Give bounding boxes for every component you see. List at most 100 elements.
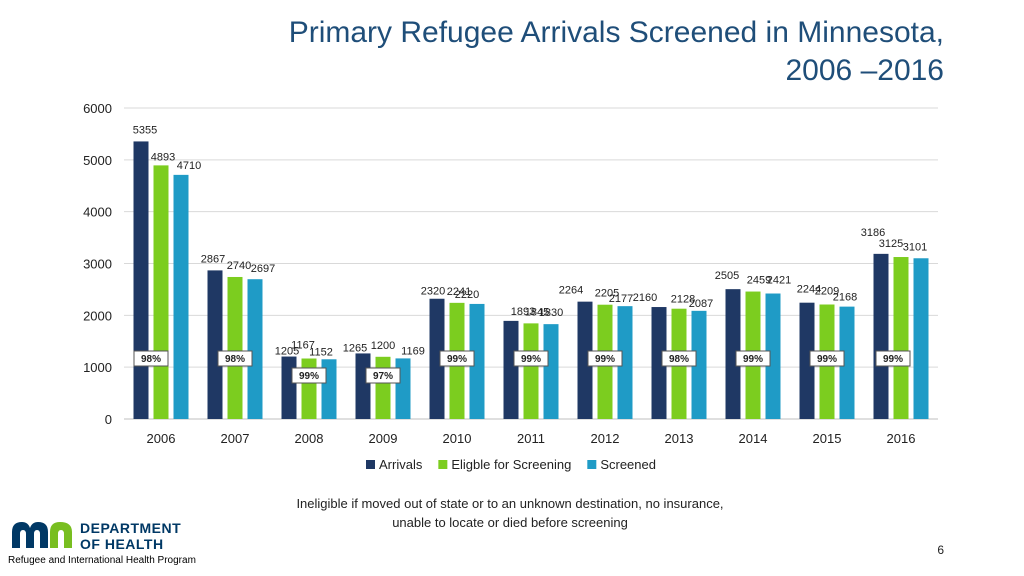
bar-value-label: 1169: [401, 345, 425, 357]
percent-screened-label: 98%: [141, 354, 161, 365]
bar-arrivals: [577, 301, 593, 419]
bar-screened: [765, 293, 781, 419]
bar-value-label: 2087: [689, 298, 713, 310]
percent-screened-box: [133, 350, 169, 367]
mn-logo-icon: [12, 522, 72, 548]
slide-title-line-2: 2006 –2016: [785, 54, 945, 87]
bar-value-label: 1205: [275, 346, 299, 358]
bar-arrivals: [725, 289, 741, 419]
bar-arrivals: [281, 356, 297, 419]
bar-screened: [469, 303, 485, 419]
legend-swatch: [587, 460, 597, 469]
percent-screened-label: 99%: [883, 354, 903, 365]
percent-screened-box: [875, 350, 911, 367]
bar-value-label: 1893: [511, 306, 535, 318]
x-tick-label: 2010: [443, 431, 472, 446]
bar-arrivals: [355, 353, 371, 419]
logo-line-1: DEPARTMENT: [80, 520, 182, 536]
percent-screened-label: 99%: [743, 354, 763, 365]
legend-label: Arrivals: [379, 457, 423, 472]
bar-value-label: 2697: [251, 263, 275, 275]
legend-label: Screened: [600, 457, 656, 472]
bar-arrivals: [133, 141, 149, 419]
percent-screened-box: [513, 350, 549, 367]
percent-screened-label: 99%: [521, 354, 541, 365]
bar-value-label: 1152: [309, 346, 333, 358]
bar-screened: [913, 258, 929, 419]
bar-value-label: 2160: [633, 292, 657, 304]
bar-value-label: 2244: [797, 284, 821, 296]
percent-screened-label: 99%: [299, 371, 319, 382]
bar-arrivals: [799, 302, 815, 419]
bar-screened: [617, 306, 633, 419]
percent-screened-box: [439, 350, 475, 367]
percent-screened-box: [809, 350, 845, 367]
bar-value-label: 1265: [343, 342, 367, 354]
percent-screened-label: 97%: [373, 371, 393, 382]
y-tick-label: 5000: [83, 153, 112, 168]
footnote-line-1: Ineligible if moved out of state or to a…: [296, 496, 724, 511]
percent-screened-label: 98%: [669, 354, 689, 365]
bar-value-label: 1845: [525, 306, 549, 318]
bar-value-label: 1200: [371, 340, 395, 352]
bar-value-label: 2168: [833, 292, 857, 304]
bar-eligble-for-screening: [153, 165, 169, 419]
y-tick-label: 6000: [83, 101, 112, 116]
bar-arrivals: [873, 253, 889, 419]
bar-value-label: 4710: [177, 160, 201, 172]
percent-screened-box: [291, 367, 327, 384]
percent-screened-box: [735, 350, 771, 367]
logo-line-2: OF HEALTH: [80, 536, 164, 552]
bar-screened: [839, 306, 855, 419]
page-number: 6: [937, 543, 944, 557]
bar-value-label: 1167: [291, 340, 315, 352]
x-tick-label: 2007: [221, 431, 250, 446]
bar-value-label: 2128: [671, 294, 695, 306]
x-tick-label: 2012: [591, 431, 620, 446]
department-of-health-wordmark: DEPARTMENT OF HEALTH: [80, 520, 181, 552]
x-tick-label: 2014: [739, 431, 768, 446]
y-tick-label: 3000: [83, 257, 112, 272]
x-tick-label: 2015: [813, 431, 842, 446]
bar-value-label: 2177: [609, 293, 633, 305]
percent-screened-box: [587, 350, 623, 367]
bar-value-label: 3125: [879, 238, 903, 250]
legend-swatch: [438, 460, 448, 469]
bar-value-label: 2421: [767, 275, 791, 287]
x-tick-label: 2011: [517, 431, 545, 446]
bar-arrivals: [503, 320, 519, 419]
percent-screened-box: [661, 350, 697, 367]
y-tick-label: 0: [105, 412, 112, 427]
x-tick-label: 2008: [295, 431, 324, 446]
legend-label: Eligble for Screening: [451, 457, 571, 472]
bar-eligble-for-screening: [523, 323, 539, 419]
percent-screened-label: 99%: [817, 354, 837, 365]
bar-value-label: 2459: [747, 275, 771, 287]
bar-value-label: 2320: [421, 286, 445, 298]
bar-screened: [247, 279, 263, 419]
bar-value-label: 3101: [903, 241, 927, 253]
bar-value-label: 2220: [455, 289, 479, 301]
bar-value-label: 5355: [133, 124, 157, 136]
x-tick-label: 2013: [665, 431, 694, 446]
bar-arrivals: [651, 307, 667, 419]
bar-value-label: 2867: [201, 253, 225, 265]
percent-screened-label: 99%: [447, 354, 467, 365]
bar-value-label: 2241: [447, 286, 471, 298]
bar-value-label: 2205: [595, 288, 619, 300]
y-tick-label: 4000: [83, 205, 112, 220]
bar-value-label: 2264: [559, 285, 583, 297]
bar-screened: [691, 310, 707, 419]
y-tick-label: 1000: [83, 360, 112, 375]
footnote: Ineligible if moved out of state or to a…: [230, 494, 790, 532]
x-tick-label: 2016: [887, 431, 916, 446]
bar-screened: [173, 174, 189, 419]
program-name: Refugee and International Health Program: [8, 555, 196, 566]
bar-eligble-for-screening: [893, 257, 909, 419]
bar-screened: [543, 324, 559, 419]
percent-screened-box: [217, 350, 253, 367]
y-tick-label: 2000: [83, 308, 112, 323]
bar-eligble-for-screening: [375, 356, 391, 419]
x-tick-label: 2009: [369, 431, 398, 446]
